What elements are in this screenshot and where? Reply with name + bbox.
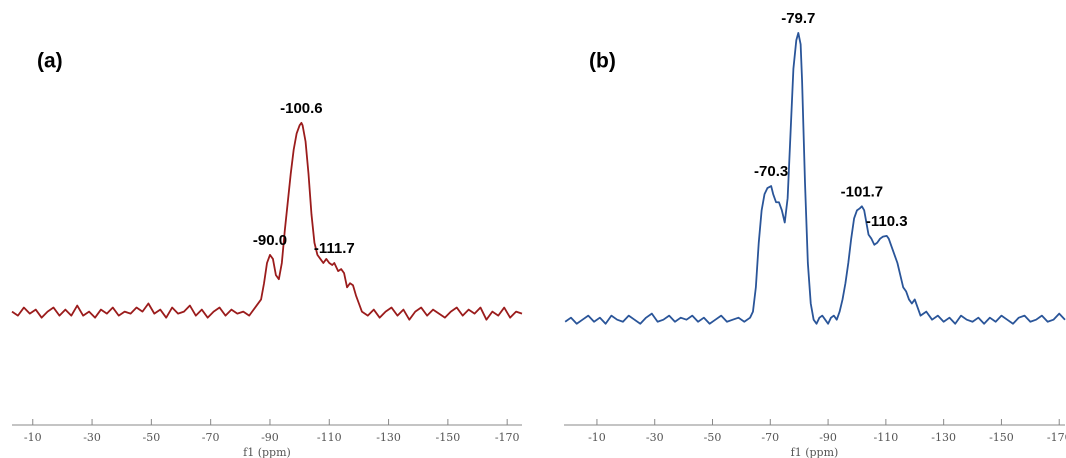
x-tick-label: -70 [761,431,779,444]
x-tick-label: -110 [874,431,899,444]
peak-label: -70.3 [754,163,788,180]
x-tick-label: -130 [376,431,401,444]
x-tick-label: -70 [202,431,220,444]
x-tick-label: -170 [1047,431,1066,444]
spectrum-line [11,121,523,321]
x-axis-label: f1 (ppm) [243,446,291,458]
panel-title: (b) [589,50,616,73]
spectrum-line [564,32,1066,325]
peak-label: -79.7 [781,10,815,27]
x-tick-label: -30 [646,431,664,444]
x-tick-label: -150 [436,431,461,444]
peak-label: -100.6 [280,100,323,117]
x-tick-label: -10 [588,431,606,444]
panel-title: (a) [37,50,63,73]
x-tick-label: -10 [24,431,42,444]
peak-label: -101.7 [841,183,884,200]
x-tick-label: -110 [317,431,342,444]
x-tick-label: -90 [819,431,837,444]
peak-label: -90.0 [253,232,287,249]
peak-label: -111.7 [314,240,355,257]
x-tick-label: -170 [495,431,520,444]
x-tick-label: -130 [931,431,956,444]
x-tick-label: -50 [143,431,161,444]
x-tick-label: -90 [261,431,279,444]
x-tick-label: -150 [989,431,1014,444]
x-tick-label: -30 [83,431,101,444]
x-tick-label: -50 [704,431,722,444]
x-axis-label: f1 (ppm) [791,446,839,458]
peak-label: -110.3 [866,213,908,230]
